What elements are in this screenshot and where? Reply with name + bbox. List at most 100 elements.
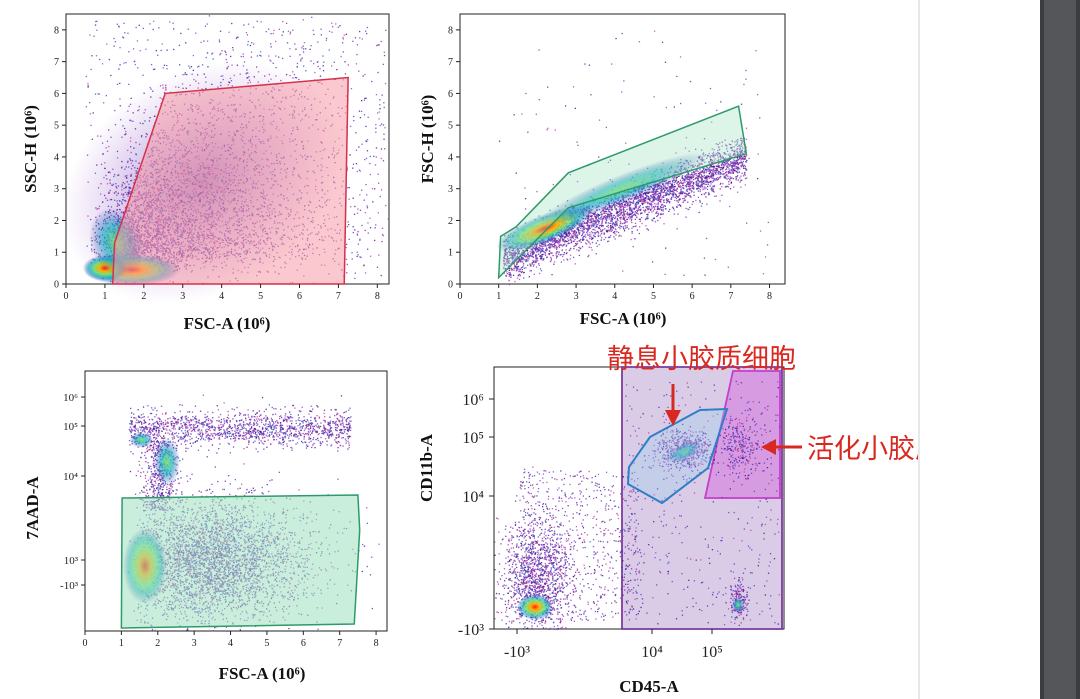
event-dot (124, 175, 126, 177)
event-dot (359, 170, 361, 172)
event-dot (233, 74, 235, 77)
event-dot (121, 166, 123, 168)
event-dot (119, 105, 121, 107)
event-dot (253, 43, 255, 45)
event-dot (116, 205, 118, 207)
event-dot (226, 67, 228, 69)
event-dot (138, 109, 140, 111)
event-dot (143, 112, 145, 114)
event-dot (96, 29, 98, 31)
event-dot (316, 61, 318, 63)
event-dot (150, 88, 152, 90)
axis-label-y: SSC-H (10⁶) (21, 105, 40, 193)
event-dot (303, 42, 306, 44)
event-dot (229, 81, 231, 84)
event-dot (364, 97, 366, 100)
event-dot (741, 150, 743, 152)
event-dot (366, 32, 368, 35)
event-dot (257, 71, 260, 73)
event-dot (268, 55, 270, 57)
event-dot (231, 22, 233, 25)
event-dot (247, 23, 250, 25)
event-dot (272, 32, 274, 35)
event-dot (694, 173, 697, 175)
event-dot (382, 234, 384, 237)
event-dot (328, 30, 331, 32)
event-dot (257, 81, 259, 83)
event-dot (163, 92, 166, 94)
event-dot (221, 50, 223, 52)
event-dot (191, 73, 193, 75)
event-dot (333, 61, 335, 63)
event-dot (116, 194, 118, 196)
event-dot (286, 42, 289, 44)
event-dot (589, 235, 591, 238)
event-dot (363, 114, 366, 116)
event-dot (269, 59, 271, 61)
event-dot (383, 106, 385, 109)
event-dot (85, 75, 87, 78)
event-dot (137, 67, 139, 69)
event-dot (310, 45, 312, 47)
event-dot (355, 63, 358, 65)
event-dot (135, 175, 137, 177)
event-dot (175, 86, 177, 88)
event-dot (631, 221, 633, 224)
event-dot (227, 65, 229, 68)
event-dot (311, 16, 313, 18)
event-dot (110, 206, 113, 208)
event-dot (165, 84, 167, 86)
event-dot (200, 41, 202, 43)
event-dot (354, 277, 356, 280)
event-dot (383, 51, 385, 53)
event-dot (103, 102, 105, 104)
event-dot (157, 54, 159, 56)
event-dot (335, 23, 337, 25)
event-dot (342, 38, 344, 40)
event-dot (381, 227, 384, 229)
event-dot (729, 156, 731, 159)
event-dot (361, 143, 363, 145)
event-dot (270, 46, 272, 48)
event-dot (121, 160, 123, 163)
event-dot (344, 73, 347, 75)
event-dot (134, 63, 136, 66)
event-dot (220, 81, 222, 84)
event-dot (124, 191, 127, 194)
event-dot (355, 163, 358, 165)
event-dot (243, 24, 245, 26)
event-dot (358, 70, 360, 72)
event-dot (365, 140, 367, 142)
event-dot (133, 60, 135, 63)
event-dot (245, 32, 248, 34)
event-dot (346, 272, 348, 274)
event-dot (122, 36, 124, 38)
event-dot (125, 62, 127, 64)
event-dot (96, 20, 98, 22)
event-dot (654, 198, 656, 200)
event-dot (369, 217, 371, 219)
event-dot (139, 50, 141, 52)
event-dot (299, 54, 301, 56)
event-dot (301, 57, 303, 59)
event-dot (332, 26, 334, 28)
event-dot (94, 93, 97, 95)
event-dot (323, 61, 325, 63)
event-dot (125, 133, 127, 135)
gate-polygon (111, 76, 349, 285)
event-dot (116, 157, 119, 159)
event-dot (122, 194, 124, 197)
event-dot (268, 80, 270, 83)
event-dot (123, 62, 125, 64)
event-dot (677, 204, 679, 206)
event-dot (351, 258, 353, 260)
event-dot (123, 187, 125, 190)
event-dot (132, 112, 134, 114)
event-dot (617, 206, 619, 208)
y-tick-label: 6 (54, 89, 59, 100)
event-dot (133, 182, 135, 184)
event-dot (117, 192, 119, 194)
event-dot (534, 247, 536, 250)
event-dot (317, 65, 319, 68)
event-dot (110, 136, 112, 138)
